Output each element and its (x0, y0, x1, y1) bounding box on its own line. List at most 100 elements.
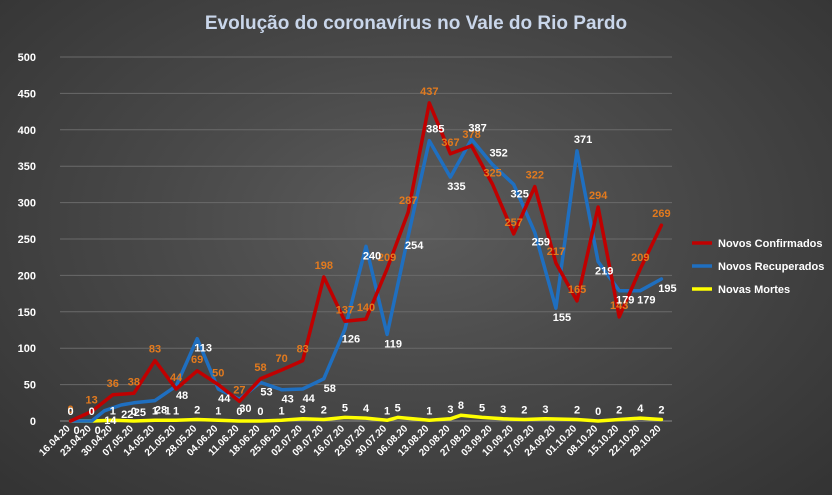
confirmed-data-label: 209 (378, 252, 396, 264)
y-tick-label: 450 (18, 88, 36, 100)
legend-label: Novos Recuperados (718, 261, 824, 273)
confirmed-data-label: 36 (107, 378, 119, 390)
confirmed-data-label: 257 (505, 217, 523, 229)
confirmed-data-label: 143 (610, 300, 628, 312)
deaths-data-label: 2 (321, 405, 327, 417)
deaths-data-label: 1 (110, 405, 116, 417)
deaths-data-label: 5 (395, 402, 401, 414)
confirmed-data-label: 13 (86, 395, 98, 407)
recovered-data-label: 113 (194, 343, 212, 355)
deaths-data-label: 0 (131, 406, 137, 418)
recovered-data-label: 28 (155, 405, 167, 417)
deaths-data-label: 1 (384, 405, 390, 417)
deaths-data-label: 5 (342, 402, 348, 414)
recovered-data-label: 58 (324, 383, 336, 395)
y-axis: 0 50 100 150 200 250 300 350 400 450 500 (18, 52, 36, 428)
confirmed-data-label: 378 (462, 129, 480, 141)
deaths-data-label: 3 (542, 404, 548, 416)
recovered-data-label: 371 (574, 134, 592, 146)
recovered-data-label: 240 (363, 250, 381, 262)
deaths-data-label: 8 (458, 400, 464, 412)
confirmed-data-label: 165 (568, 284, 586, 296)
recovered-data-label: 126 (342, 333, 360, 345)
recovered-data-label: 179 (637, 295, 655, 307)
confirmed-data-label: 140 (357, 302, 375, 314)
recovered-data-label: 179 (616, 295, 634, 307)
deaths-data-label: 3 (447, 404, 453, 416)
deaths-data-label: 2 (194, 405, 200, 417)
deaths-data-label: 4 (637, 403, 644, 415)
y-tick-label: 100 (18, 343, 36, 355)
y-tick-label: 350 (18, 161, 36, 173)
confirmed-data-label: 322 (526, 170, 544, 182)
confirmed-data-label: 217 (547, 246, 565, 258)
deaths-data-label: 0 (257, 406, 263, 418)
confirmed-data-label: 287 (399, 195, 417, 207)
confirmed-data-label: 269 (652, 208, 670, 220)
novos-confirmados-line (68, 101, 664, 423)
recovered-data-label: 25 (134, 407, 146, 419)
recovered-data-label: 22 (121, 409, 133, 421)
y-tick-label: 500 (18, 52, 36, 64)
deaths-data-label: 1 (279, 405, 285, 417)
legend-label: Novos Confirmados (718, 238, 823, 250)
deaths-data-label: 1 (173, 405, 179, 417)
confirmed-data-label: 83 (297, 344, 309, 356)
series-lines (68, 101, 664, 423)
confirmed-data-label: 209 (631, 252, 649, 264)
deaths-data-label: 0 (236, 406, 242, 418)
recovered-data-label: 43 (281, 394, 293, 406)
recovered-data-label: 44 (303, 393, 316, 405)
recovered-data-label: 30 (239, 403, 251, 415)
recovered-data-label: 0 (95, 425, 101, 437)
recovered-data-label: 155 (553, 312, 571, 324)
confirmed-data-label: 38 (128, 376, 140, 388)
confirmed-data-label: 69 (191, 354, 203, 366)
y-tick-label: 50 (24, 380, 36, 392)
confirmed-data-label: 0 (67, 404, 73, 416)
y-tick-label: 0 (30, 416, 36, 428)
confirmed-data-label: 437 (420, 86, 438, 98)
deaths-data-label: 2 (658, 405, 664, 417)
deaths-data-label: 1 (215, 405, 221, 417)
recovered-data-label: 0 (73, 425, 79, 437)
deaths-data-label: 0 (89, 406, 95, 418)
confirmed-data-label: 367 (441, 137, 459, 149)
y-tick-label: 250 (18, 234, 36, 246)
novas-mortes-line (68, 413, 664, 423)
recovered-data-label: 352 (489, 148, 507, 160)
confirmed-data-label: 50 (212, 368, 224, 380)
recovered-data-label: 14 (104, 415, 117, 427)
recovered-data-label: 219 (595, 266, 613, 278)
recovered-data-label: 53 (260, 386, 272, 398)
deaths-data-label: 2 (616, 405, 622, 417)
recovered-data-label: 325 (511, 188, 529, 200)
recovered-data-label: 259 (532, 236, 550, 248)
y-tick-label: 200 (18, 270, 36, 282)
confirmed-data-label: 325 (483, 167, 501, 179)
novos-recuperados-line (68, 137, 664, 423)
recovered-data-label: 385 (426, 124, 444, 136)
recovered-data-label: 387 (468, 122, 486, 134)
recovered-data-label: 254 (405, 240, 424, 252)
confirmed-data-label: 70 (275, 353, 287, 365)
recovered-data-label: 48 (176, 390, 188, 402)
confirmed-data-label: 137 (336, 304, 354, 316)
deaths-data-label: 1 (426, 405, 432, 417)
deaths-data-label: 3 (300, 404, 306, 416)
legend: Novos Confirmados Novos Recuperados Novas … (692, 238, 824, 296)
y-tick-label: 400 (18, 125, 36, 137)
y-tick-label: 300 (18, 198, 36, 210)
recovered-data-label: 335 (447, 181, 465, 193)
chart-title: Evolução do coronavírus no Vale do Rio P… (205, 13, 627, 34)
confirmed-data-label: 83 (149, 344, 161, 356)
deaths-data-label: 4 (363, 403, 370, 415)
confirmed-data-label: 58 (254, 362, 266, 374)
y-tick-label: 150 (18, 307, 36, 319)
confirmed-data-label: 198 (315, 260, 333, 272)
recovered-data-label: 44 (218, 393, 231, 405)
deaths-data-label: 1 (165, 405, 171, 417)
